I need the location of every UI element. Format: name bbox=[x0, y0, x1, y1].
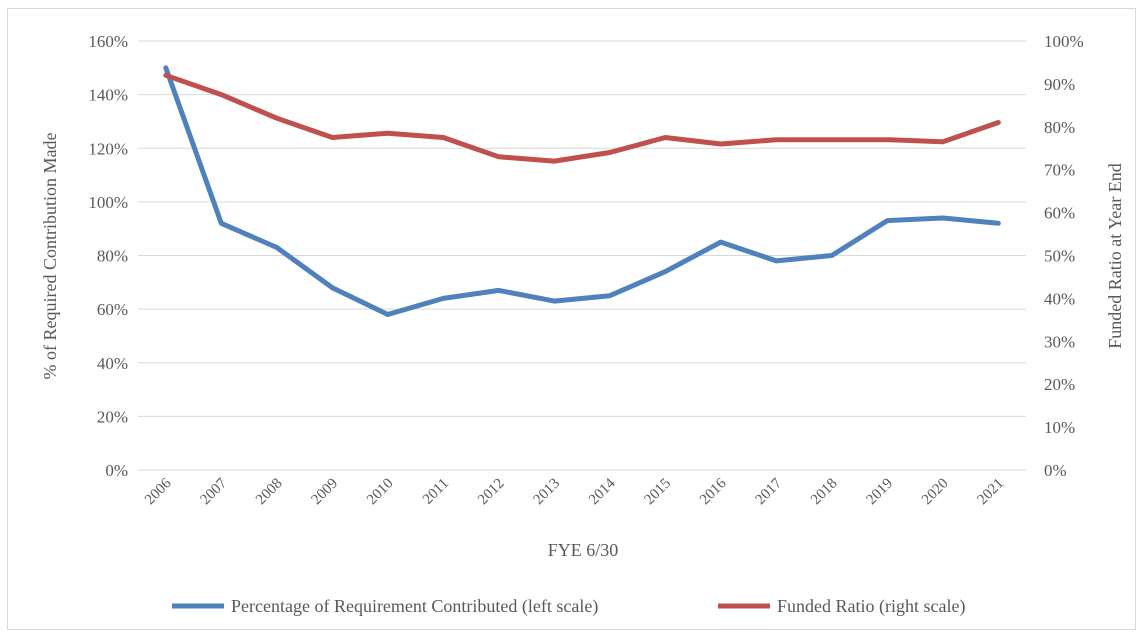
right-tick-label: 40% bbox=[1044, 289, 1075, 308]
x-tick-label: 2017 bbox=[753, 475, 786, 508]
x-tick-label: 2014 bbox=[586, 475, 619, 508]
legend: Percentage of Requirement Contributed (l… bbox=[172, 596, 965, 617]
x-tick-label: 2016 bbox=[697, 475, 730, 508]
right-axis-title: Funded Ratio at Year End bbox=[1105, 163, 1125, 348]
right-tick-label: 60% bbox=[1044, 204, 1075, 223]
x-tick-label: 2019 bbox=[864, 476, 897, 509]
gridlines bbox=[138, 40, 1026, 471]
x-tick-label: 2010 bbox=[364, 476, 397, 509]
x-tick-label: 2020 bbox=[919, 476, 952, 509]
left-axis-title: % of Required Contribution Made bbox=[40, 133, 60, 380]
right-tick-label: 50% bbox=[1044, 247, 1075, 266]
right-tick-label: 100% bbox=[1044, 32, 1084, 51]
right-tick-label: 20% bbox=[1044, 375, 1075, 394]
x-tick-label: 2009 bbox=[309, 476, 342, 509]
series-line-2 bbox=[163, 72, 1001, 164]
x-tick-label: 2021 bbox=[975, 476, 1008, 509]
x-tick-label: 2018 bbox=[808, 476, 841, 509]
legend-label: Funded Ratio (right scale) bbox=[777, 596, 965, 617]
chart-frame bbox=[7, 8, 1136, 630]
left-tick-label: 120% bbox=[88, 139, 128, 158]
right-tick-label: 0% bbox=[1044, 461, 1067, 480]
left-axis-ticks: 0% 20% 40% 60% 80% 100% 120% 140% 160% bbox=[88, 32, 128, 480]
series-lines bbox=[163, 65, 1001, 317]
right-tick-label: 10% bbox=[1044, 418, 1075, 437]
x-tick-label: 2012 bbox=[475, 476, 508, 509]
left-tick-label: 40% bbox=[97, 354, 128, 373]
left-tick-label: 60% bbox=[97, 300, 128, 319]
left-tick-label: 100% bbox=[88, 193, 128, 212]
right-tick-label: 90% bbox=[1044, 75, 1075, 94]
left-tick-label: 160% bbox=[88, 32, 128, 51]
x-tick-label: 2015 bbox=[642, 476, 675, 509]
right-tick-label: 80% bbox=[1044, 118, 1075, 137]
x-tick-label: 2007 bbox=[198, 475, 231, 508]
left-tick-label: 80% bbox=[97, 247, 128, 266]
x-tick-label: 2008 bbox=[253, 476, 286, 509]
legend-label: Percentage of Requirement Contributed (l… bbox=[231, 596, 598, 617]
x-tick-label: 2011 bbox=[420, 476, 452, 508]
series-line-1 bbox=[163, 65, 1001, 317]
x-axis-title: FYE 6/30 bbox=[548, 540, 619, 560]
left-tick-label: 20% bbox=[97, 407, 128, 426]
right-axis-ticks: 0% 10% 20% 30% 40% 50% 60% 70% 80% 90% 100% bbox=[1044, 32, 1084, 480]
right-tick-label: 70% bbox=[1044, 161, 1075, 180]
x-axis-ticks: 2006 2007 2008 2009 2010 2011 2012 2013 2014 2015… bbox=[142, 475, 1007, 508]
right-tick-label: 30% bbox=[1044, 332, 1075, 351]
x-tick-label: 2013 bbox=[531, 476, 564, 509]
left-tick-label: 0% bbox=[105, 461, 128, 480]
x-tick-label: 2006 bbox=[142, 475, 175, 508]
left-tick-label: 140% bbox=[88, 86, 128, 105]
